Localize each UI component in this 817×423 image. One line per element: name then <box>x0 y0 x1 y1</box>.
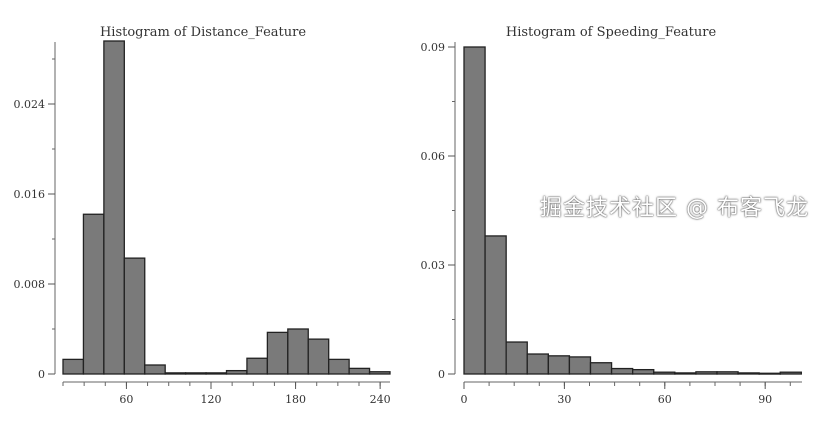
histogram-bar <box>62 358 85 375</box>
x-tick-label: 240 <box>370 393 391 406</box>
histogram-bar <box>674 372 697 375</box>
histogram-bar <box>610 367 634 375</box>
watermark: 掘金技术社区 @ 布客飞龙 <box>540 196 809 221</box>
y-tick-label: 0.016 <box>14 188 46 201</box>
histogram-bar <box>123 257 146 375</box>
histogram-bar <box>568 356 592 375</box>
x-tick-label: 60 <box>658 393 672 406</box>
histogram-bar <box>368 371 391 375</box>
chart-panel-2: Histogram of Speeding_Feature 0 0.03 0.06 0.… <box>421 25 802 406</box>
y-tick-label: 0.008 <box>14 278 46 291</box>
histogram-bar <box>653 371 676 375</box>
histogram-bar <box>184 372 207 375</box>
histogram-bar <box>547 355 571 375</box>
histogram-bar <box>205 372 228 375</box>
histogram-bar <box>348 367 371 375</box>
chart-panel-1: Histogram of Distance_Feature 0 0.008 0.016… <box>14 25 391 406</box>
chart-title: Histogram of Distance_Feature <box>100 25 306 40</box>
histogram-bar <box>779 371 802 375</box>
x-tick-label: 60 <box>119 393 133 406</box>
histogram-bar <box>307 338 330 375</box>
histogram-bar <box>632 368 655 375</box>
y-tick-label: 0.06 <box>421 150 446 163</box>
histogram-bar <box>695 371 718 375</box>
x-tick-label: 180 <box>285 393 306 406</box>
histogram-bar <box>505 341 528 375</box>
histogram-bar <box>266 331 289 375</box>
histogram-bar <box>716 371 739 375</box>
histogram-bar <box>103 40 125 375</box>
y-tick-label: 0.03 <box>421 259 446 272</box>
y-tick-label: 0 <box>438 368 445 381</box>
chart-title: Histogram of Speeding_Feature <box>506 25 717 40</box>
histogram-bar <box>287 328 309 375</box>
histogram-bar <box>526 353 549 375</box>
x-tick-label: 90 <box>758 393 772 406</box>
histogram-bar <box>737 372 760 375</box>
histogram-bar <box>246 357 269 375</box>
histogram-bar <box>328 358 350 375</box>
x-tick-label: 30 <box>557 393 571 406</box>
histogram-bar <box>589 362 613 375</box>
y-tick-label: 0.024 <box>14 98 46 111</box>
y-tick-label: 0 <box>38 368 45 381</box>
x-tick-label: 0 <box>461 393 468 406</box>
histogram-bar <box>164 372 187 375</box>
y-tick-label: 0.09 <box>421 41 446 54</box>
x-tick-label: 120 <box>200 393 221 406</box>
histogram-bar <box>463 46 486 375</box>
histogram-bar <box>758 372 781 375</box>
histogram-bar <box>82 213 105 375</box>
histogram-bar <box>484 235 507 375</box>
histogram-bar <box>225 369 248 375</box>
histogram-bar <box>144 364 166 375</box>
